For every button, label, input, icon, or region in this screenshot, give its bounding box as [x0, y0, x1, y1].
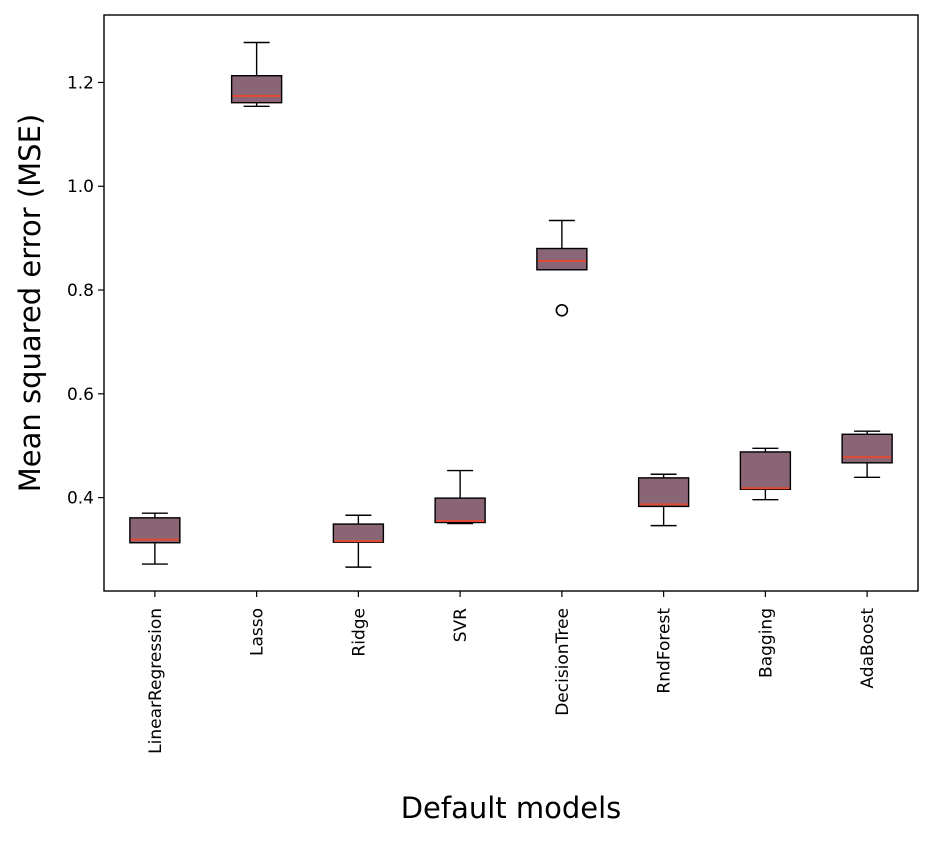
x-axis-ticks: LinearRegression Lasso Ridge SVR DecisionTre…: [146, 591, 878, 754]
box-iqr: [332, 523, 385, 543]
x-tick-label-linearregression: LinearRegression: [146, 608, 166, 754]
y-tick-label: 0.8: [67, 281, 94, 301]
x-tick-label-adaboost: AdaBoost: [858, 608, 878, 689]
box-iqr: [739, 451, 792, 490]
box-group-bagging: [739, 447, 792, 501]
box-group-lasso: [230, 41, 283, 108]
x-tick-label-lasso: Lasso: [248, 608, 268, 656]
plot-area-frame: [103, 14, 919, 592]
box-group-svr: [434, 469, 486, 525]
y-tick-label: 1.2: [67, 73, 94, 93]
y-tick-label: 1.0: [67, 177, 94, 197]
box-iqr: [230, 75, 283, 104]
x-tick-label-bagging: Bagging: [756, 608, 776, 678]
box-group-rndforest: [637, 473, 690, 527]
box-group-adaboost: [841, 430, 893, 479]
y-axis-label: Mean squared error (MSE): [13, 114, 47, 492]
y-tick-label: 0.4: [67, 489, 94, 509]
x-tick-label-rndforest: RndForest: [655, 608, 675, 694]
outlier-point: [555, 303, 569, 317]
box-iqr: [434, 497, 486, 524]
box-iqr: [841, 433, 893, 464]
x-tick-label-decisiontree: DecisionTree: [553, 608, 573, 716]
box-group-decisiontree: [536, 219, 588, 317]
box-group-ridge: [332, 514, 385, 568]
box-iqr: [129, 517, 181, 544]
x-tick-label-svr: SVR: [451, 608, 471, 642]
x-tick-label-ridge: Ridge: [349, 608, 369, 657]
y-tick-label: 0.6: [67, 385, 94, 405]
box-iqr: [637, 477, 690, 508]
box-iqr: [536, 247, 588, 271]
y-axis-ticks: 0.4 0.6 0.8 1.0 1.2: [67, 73, 104, 509]
box-group-linearregression: [129, 512, 181, 565]
boxes-layer: [129, 41, 893, 568]
x-axis-label: Default models: [401, 791, 622, 825]
